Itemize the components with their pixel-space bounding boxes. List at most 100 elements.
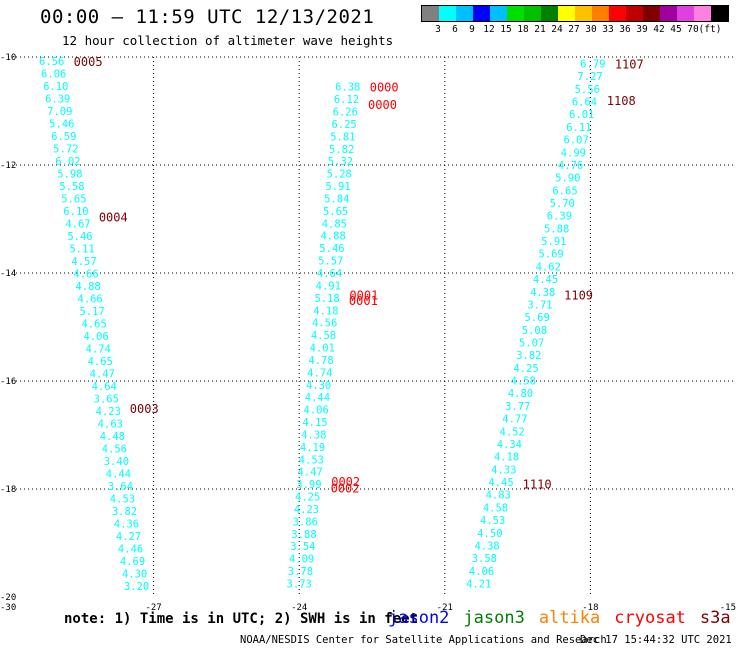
swh-value: 4.58	[483, 502, 508, 514]
color-scale-label: 6	[452, 24, 458, 35]
swh-value: 6.11	[566, 122, 591, 134]
color-scale-box	[490, 6, 507, 21]
swh-value: 5.28	[327, 169, 352, 181]
swh-value: 5.46	[319, 243, 344, 255]
lon-tick-label: -18	[582, 603, 598, 613]
color-scale-label: 15	[500, 24, 512, 35]
swh-value: 4.53	[110, 494, 135, 506]
swh-value: 4.01	[310, 343, 335, 355]
swh-value: 4.78	[308, 355, 333, 367]
swh-value: 4.36	[114, 519, 139, 531]
swh-value: 4.23	[294, 504, 319, 516]
swh-value: 3.78	[288, 566, 313, 578]
swh-value: 4.85	[322, 218, 347, 230]
time-label: 0002	[331, 475, 360, 489]
swh-value: 5.46	[49, 118, 74, 130]
time-label: 0001	[349, 289, 378, 303]
swh-value: 5.07	[519, 338, 544, 350]
swh-value: 4.44	[305, 392, 330, 404]
swh-value: 4.15	[302, 417, 327, 429]
swh-value: 5.56	[575, 84, 600, 96]
color-scale-box	[711, 6, 728, 21]
swh-value: 6.56	[39, 56, 64, 68]
swh-value: 4.34	[497, 439, 522, 451]
color-scale-box	[626, 6, 643, 21]
swh-value: 5.69	[538, 249, 563, 261]
color-scale-label: (ft)	[698, 24, 722, 35]
swh-value: 4.62	[536, 261, 561, 273]
color-scale-box	[473, 6, 490, 21]
lat-tick-label: -14	[0, 269, 16, 279]
swh-value: 6.59	[51, 131, 76, 143]
swh-value: 4.58	[511, 376, 536, 388]
satellite-altika: altika	[538, 608, 601, 628]
color-scale-box	[439, 6, 456, 21]
swh-value: 7.27	[577, 71, 602, 83]
lat-tick-label: -16	[0, 377, 16, 387]
color-scale-box	[541, 6, 558, 21]
swh-value: 3.64	[108, 481, 133, 493]
swh-value: 4.53	[299, 454, 324, 466]
swh-value: 6.39	[45, 93, 70, 105]
swh-value: 4.47	[297, 467, 322, 479]
swh-value: 3.82	[112, 506, 137, 518]
swh-value: 5.46	[67, 231, 92, 243]
swh-value: 4.06	[469, 566, 494, 578]
lat-tick-label: -10	[0, 53, 16, 63]
swh-value: 5.57	[318, 256, 343, 268]
swh-value: 5.70	[550, 198, 575, 210]
swh-value: 4.19	[300, 442, 325, 454]
footer-credit: NOAA/NESDIS Center for Satellite Applica…	[240, 634, 607, 646]
swh-value: 4.77	[502, 414, 527, 426]
color-scale-box	[456, 6, 473, 21]
swh-value: 4.33	[491, 464, 516, 476]
footer-note: note: 1) Time is in UTC; 2) SWH is in fe…	[64, 611, 419, 627]
lat-tick-label: -18	[0, 485, 16, 495]
swh-value: 6.79	[580, 58, 605, 70]
lat-tick-label: -12	[0, 161, 16, 171]
lon-tick-label: -15	[720, 603, 736, 613]
swh-value: 5.18	[314, 293, 339, 305]
color-scale-boxes	[421, 5, 729, 22]
time-label: 1109	[564, 289, 593, 303]
swh-value: 4.76	[558, 160, 583, 172]
color-scale-label: 3	[435, 24, 441, 35]
swh-value: 3.71	[527, 299, 552, 311]
page-subtitle: 12 hour collection of altimeter wave hei…	[62, 33, 394, 48]
color-scale-label: 70	[687, 24, 699, 35]
time-label: 0002	[331, 481, 360, 495]
color-scale-label: 12	[483, 24, 495, 35]
swh-value: 5.98	[57, 168, 82, 180]
swh-value: 4.46	[118, 544, 143, 556]
swh-value: 4.83	[486, 490, 511, 502]
time-label: 1110	[523, 478, 552, 492]
lon-tick-label: -30	[0, 603, 16, 613]
swh-value: 6.10	[43, 81, 68, 93]
swh-value: 4.45	[488, 477, 513, 489]
swh-value: 6.39	[547, 211, 572, 223]
swh-value: 6.06	[41, 68, 66, 80]
page-title: 00:00 – 11:59 UTC 12/13/2021	[40, 6, 375, 28]
swh-value: 4.65	[88, 356, 113, 368]
color-scale-label: 24	[551, 24, 563, 35]
swh-value: 4.18	[313, 305, 338, 317]
color-scale-box	[592, 6, 609, 21]
satellite-jason2: jason2	[388, 608, 450, 628]
swh-value: 4.80	[508, 388, 533, 400]
color-scale-legend: 3 6 9 12 15 18 21 24 27 30 33 36 39 42 45 70 (ft)	[421, 5, 729, 36]
swh-value: 4.06	[84, 331, 109, 343]
swh-value: 6.26	[333, 107, 358, 119]
swh-value: 5.72	[53, 143, 78, 155]
swh-value: 5.17	[79, 306, 104, 318]
swh-value: 4.06	[304, 405, 329, 417]
swh-value: 5.90	[555, 173, 580, 185]
swh-value: 4.88	[75, 281, 100, 293]
swh-value: 4.18	[494, 452, 519, 464]
color-scale-label: 18	[517, 24, 529, 35]
swh-value: 5.82	[329, 144, 354, 156]
swh-value: 6.65	[552, 185, 577, 197]
swh-value: 4.64	[92, 381, 117, 393]
swh-value: 5.11	[69, 243, 94, 255]
